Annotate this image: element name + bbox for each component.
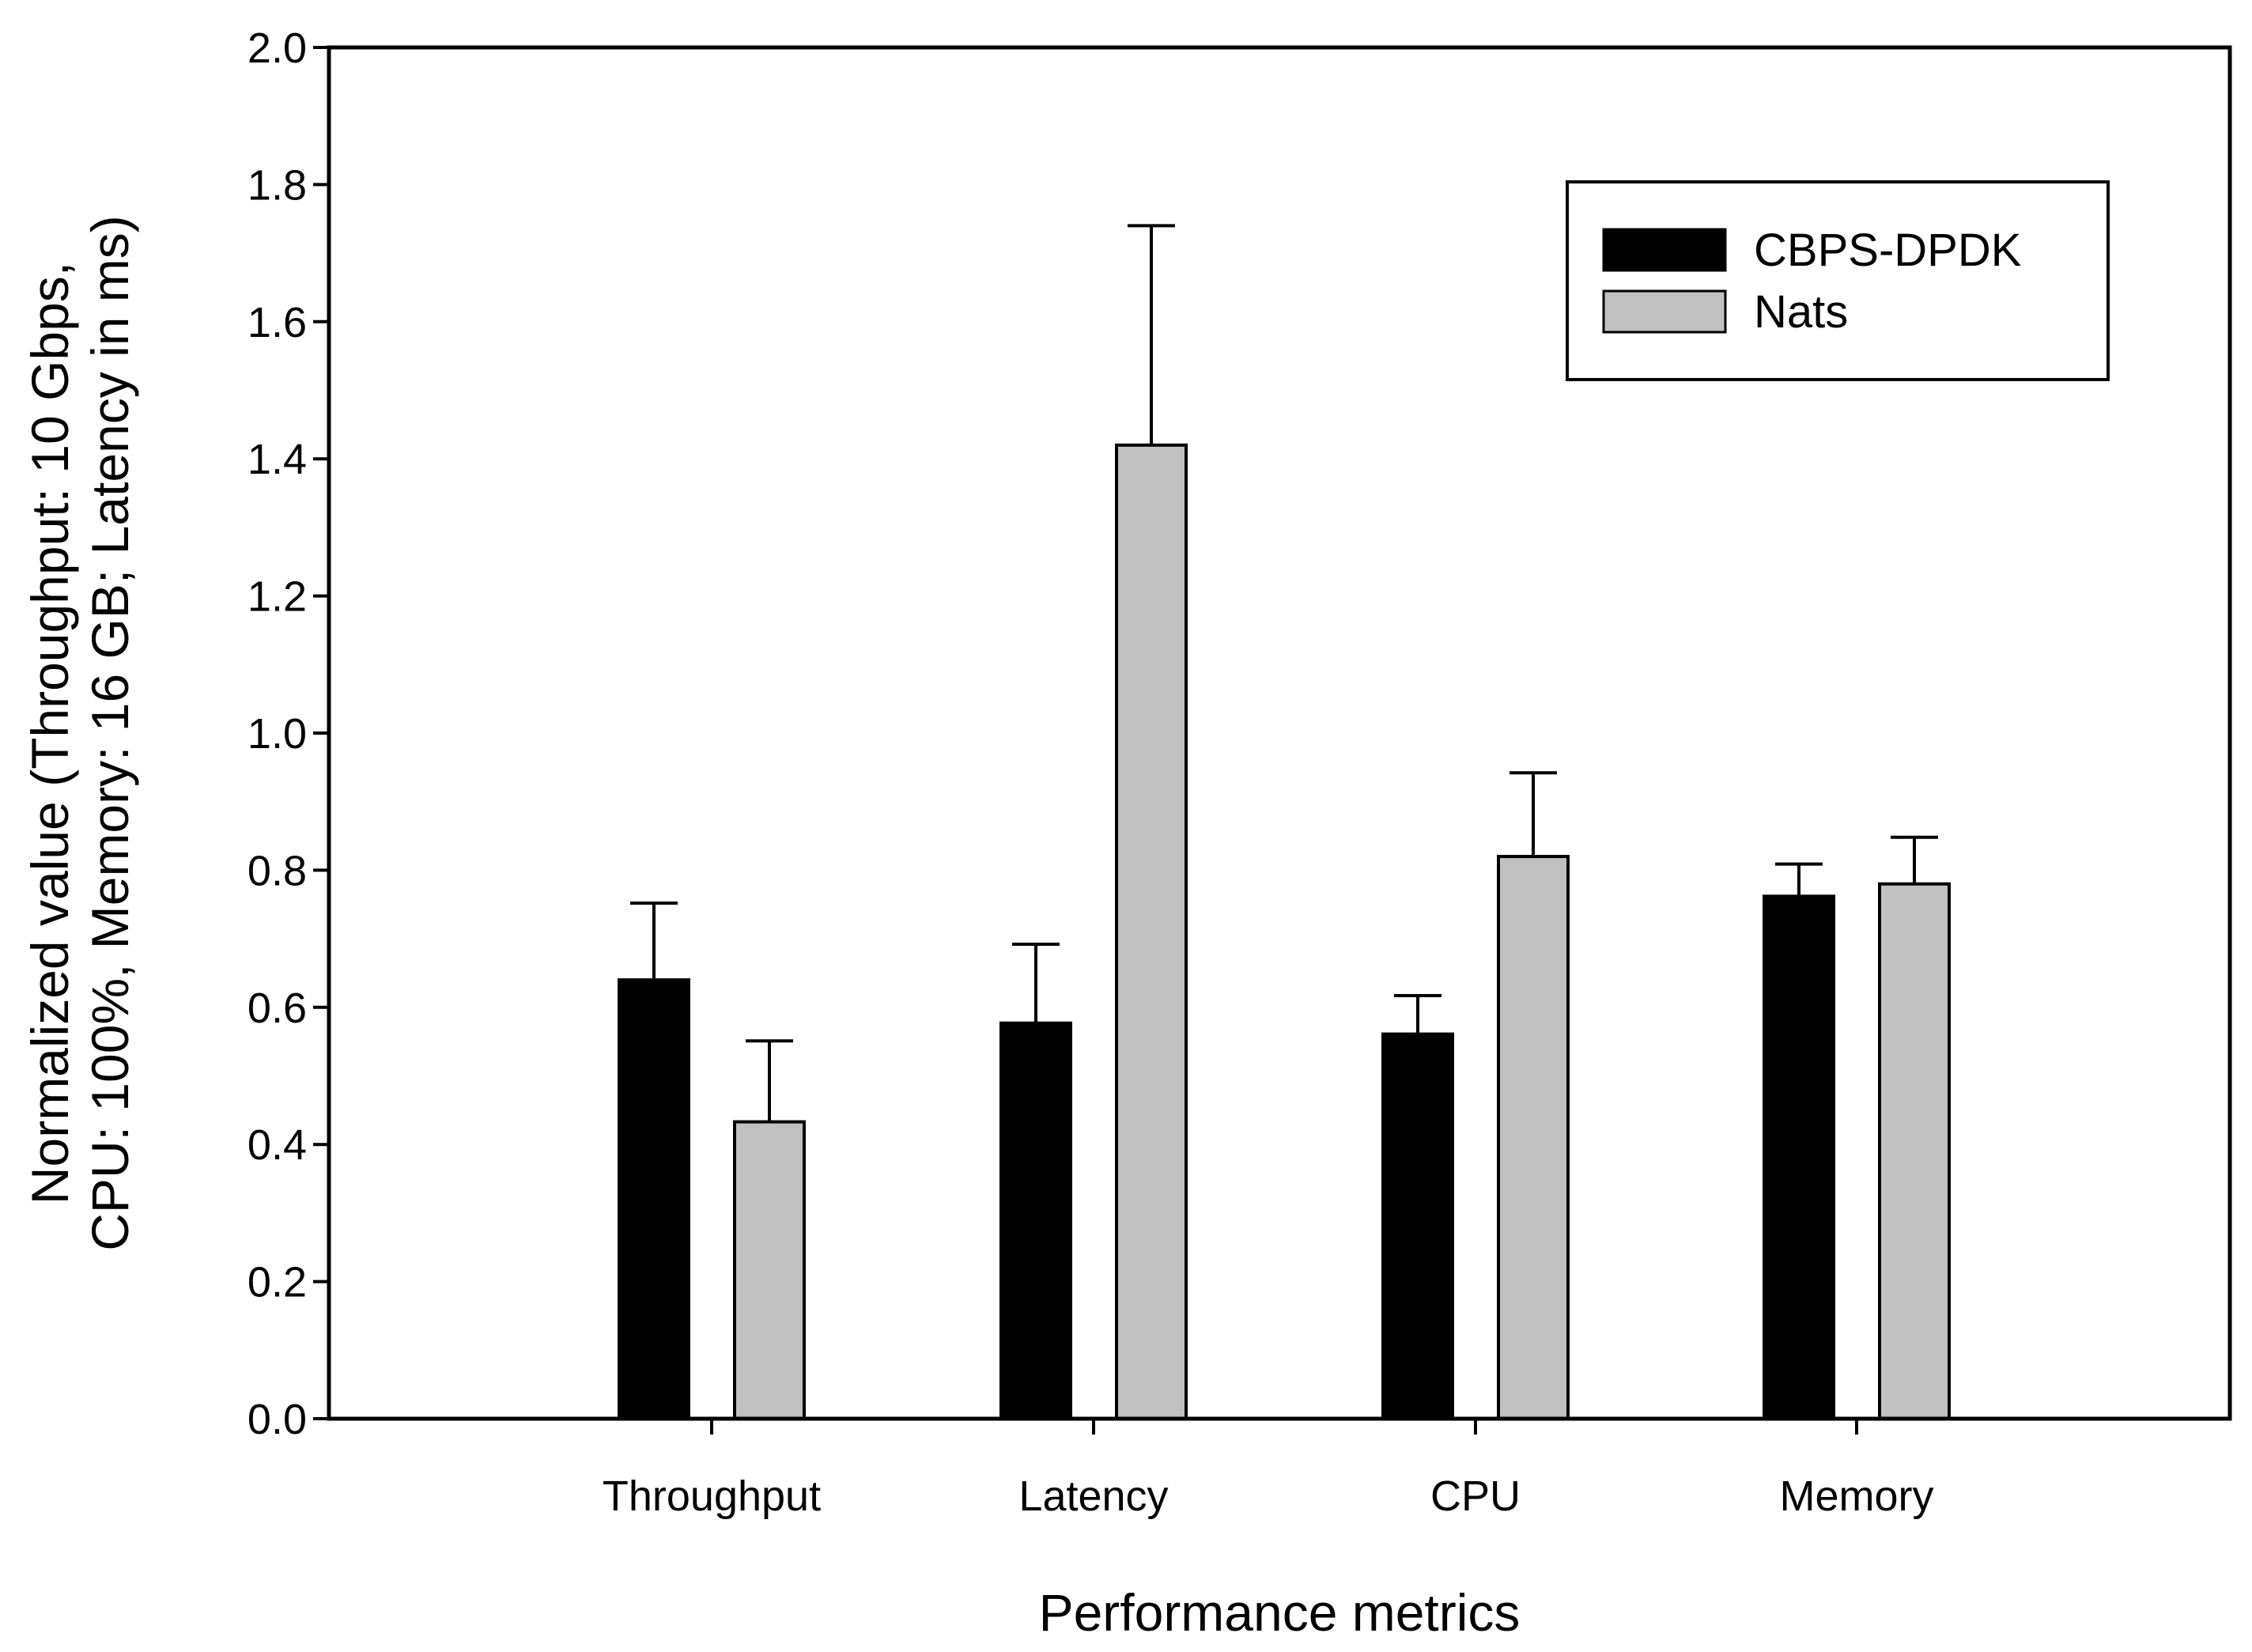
bar-nats-throughput xyxy=(733,1120,806,1420)
y-tick-label-0-6: 0.6 xyxy=(247,985,307,1032)
y-axis-title: Normalized value (Throughput: 10 Gbps, C… xyxy=(21,215,139,1250)
x-axis-title: Performance metrics xyxy=(1039,1583,1521,1642)
error-bars-layer xyxy=(630,224,1938,1122)
x-tick-label-memory: Memory xyxy=(1779,1472,1933,1520)
x-tick-label-cpu: CPU xyxy=(1430,1472,1521,1520)
bar-nats-latency xyxy=(1115,443,1188,1420)
y-tick-label-0-4: 0.4 xyxy=(247,1121,307,1169)
error-bar-nats-cpu xyxy=(1510,771,1557,857)
legend-label-nats: Nats xyxy=(1754,286,1848,338)
bar-cbps-dpdk-cpu xyxy=(1381,1032,1454,1421)
legend-swatch-nats xyxy=(1602,289,1727,334)
error-bar-cbps-dpdk-throughput xyxy=(630,902,678,981)
y-axis-title-line-2: CPU: 100%, Memory: 16 GB; Latency in ms) xyxy=(81,215,139,1250)
y-tick-label-1-4: 1.4 xyxy=(247,436,307,483)
bar-nats-memory xyxy=(1878,882,1951,1420)
error-bar-cbps-dpdk-latency xyxy=(1012,943,1060,1023)
error-bar-cbps-dpdk-cpu xyxy=(1394,994,1442,1034)
bar-nats-cpu xyxy=(1497,855,1570,1421)
error-bar-nats-memory xyxy=(1891,835,1938,884)
y-axis: 0.0 0.2 0.4 0.6 0.8 1.0 1.2 1.4 1.6 1.8 2.0 xyxy=(247,25,329,1443)
x-axis: Throughput Latency CPU Memory xyxy=(603,1419,1934,1520)
y-tick-label-0-8: 0.8 xyxy=(247,847,307,894)
y-tick-label-1-2: 1.2 xyxy=(247,573,307,621)
legend: CBPS-DPDK Nats xyxy=(1566,180,2110,381)
y-tick-label-0-2: 0.2 xyxy=(247,1259,307,1306)
legend-box xyxy=(1566,180,2110,381)
bar-cbps-dpdk-memory xyxy=(1763,894,1835,1420)
legend-swatch-cbps-dpdk xyxy=(1602,228,1727,272)
bar-cbps-dpdk-throughput xyxy=(618,978,690,1420)
legend-label-cbps-dpdk: CBPS-DPDK xyxy=(1754,225,2022,276)
bar-cbps-dpdk-latency xyxy=(999,1021,1072,1420)
error-bar-nats-latency xyxy=(1128,224,1175,445)
error-bar-nats-throughput xyxy=(746,1039,793,1122)
y-tick-label-1-6: 1.6 xyxy=(247,299,307,346)
y-tick-label-2-0: 2.0 xyxy=(247,25,307,72)
y-tick-label-1-8: 1.8 xyxy=(247,161,307,209)
y-tick-label-0-0: 0.0 xyxy=(247,1396,307,1443)
x-tick-label-throughput: Throughput xyxy=(603,1472,821,1520)
error-bar-cbps-dpdk-memory xyxy=(1775,862,1823,897)
y-axis-title-line-1: Normalized value (Throughput: 10 Gbps, xyxy=(21,262,79,1204)
x-tick-label-latency: Latency xyxy=(1018,1472,1168,1520)
bars-layer xyxy=(618,443,1951,1421)
y-tick-label-1-0: 1.0 xyxy=(247,710,307,758)
